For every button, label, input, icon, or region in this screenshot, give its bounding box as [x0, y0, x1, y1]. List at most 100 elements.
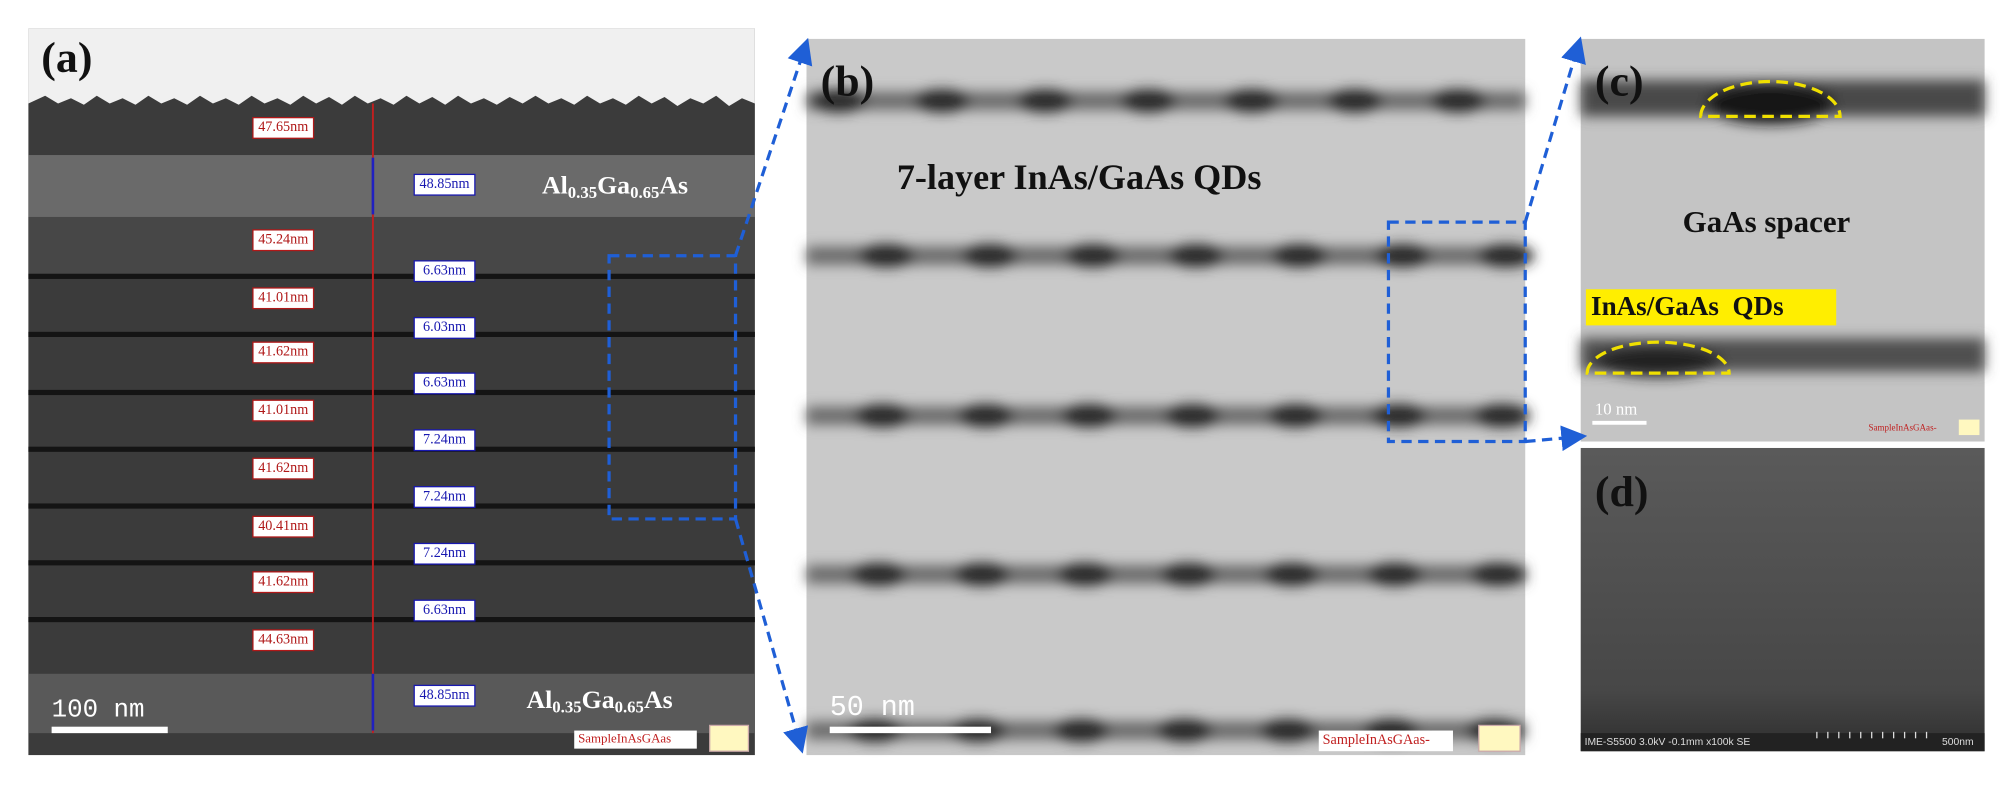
quantum-dot [1052, 718, 1110, 743]
measurement-box [413, 599, 476, 622]
measurement-box [413, 260, 476, 283]
measurement-box [413, 316, 476, 339]
quantum-dot [1705, 82, 1835, 125]
quantum-dot [1060, 404, 1118, 428]
qd-outline [1699, 79, 1842, 118]
quantum-dot [1473, 404, 1531, 428]
panel-d: IME-S5500 3.0kV -0.1mm x100k SE 500nm (d… [1580, 447, 1985, 752]
arrow [733, 518, 809, 754]
watermark-box [1318, 730, 1453, 752]
qd-layer [28, 503, 755, 509]
gaas-layer [28, 216, 755, 274]
qd-layer [28, 446, 755, 452]
measurement: 41.62nm [258, 573, 308, 589]
measurement: 48.85nm [420, 687, 470, 703]
quantum-dot [854, 404, 912, 428]
quantum-dot [1469, 562, 1527, 587]
logo [1958, 419, 1980, 436]
measurement: 6.63nm [423, 375, 466, 391]
quantum-dot [1271, 244, 1328, 268]
scale-bar-label: 500nm [1942, 737, 1974, 748]
quantum-dot [1267, 404, 1324, 428]
qd-layer [28, 273, 755, 279]
measurement: 6.03nm [423, 319, 466, 335]
measurement: 6.63nm [423, 602, 466, 618]
watermark-box [574, 730, 697, 749]
arrow [1525, 425, 1588, 452]
qd-layer [28, 560, 755, 566]
measurement: 6.63nm [423, 262, 466, 278]
watermark: SampleInAsGAas [578, 732, 671, 746]
measurement-box [252, 457, 315, 480]
scale-bar-label: 10 nm [1595, 399, 1637, 418]
algaas-layer [28, 155, 755, 217]
quantum-dot [1160, 562, 1217, 587]
panel-label: (c) [1595, 57, 1644, 105]
measurement: 48.85nm [420, 176, 470, 192]
panel-c: GaAs spacer InAs/GaAs QDs 10 nm SampleIn… [1580, 38, 1985, 442]
image-title: 7-layer InAs/GaAs QDs [897, 157, 1262, 197]
measurement-box [252, 399, 315, 422]
arrow [1523, 36, 1586, 223]
qd-label: InAs/GaAs QDs [1591, 291, 1784, 321]
qd-layer [28, 331, 755, 337]
measurement-box [252, 229, 315, 252]
algaas-layer [28, 673, 755, 734]
quantum-dot [1163, 404, 1221, 428]
quantum-dot [1223, 89, 1281, 113]
measurement-box [413, 429, 476, 452]
measurement: 7.24nm [423, 545, 466, 561]
info-bar [1580, 733, 1985, 752]
quantum-dot [850, 562, 908, 587]
watermark: SampleInAsGAas- [1868, 423, 1936, 433]
panel-a: 47.65nm 45.24nm 41.01nm 41.62nm 41.01nm 41.62… [28, 28, 755, 756]
material-label: Al0.35Ga0.65As [542, 170, 688, 201]
panel-b: 7-layer InAs/GaAs QDs 50 nm SampleInAsGA… [806, 38, 1535, 756]
measurement-box [252, 116, 315, 139]
zoom-arrows [733, 36, 1588, 754]
qd-layer [28, 617, 755, 623]
quantum-dot [957, 404, 1015, 428]
measurement-box [252, 515, 315, 538]
quantum-dot [1370, 404, 1428, 428]
panel-label: (b) [821, 57, 875, 105]
measurement-box [252, 287, 315, 310]
quantum-dot [1429, 89, 1487, 113]
image-b [806, 38, 1526, 756]
panel-label: (d) [1595, 468, 1649, 516]
scale-bar-label: 50 nm [830, 691, 915, 724]
measurement: 44.63nm [258, 631, 308, 647]
arrow [733, 37, 813, 257]
quantum-dot [1374, 244, 1432, 268]
scale-bar [51, 726, 168, 734]
zoom-box [1386, 220, 1527, 444]
measurement: 47.65nm [258, 119, 308, 135]
qd-layer [28, 389, 755, 396]
measurement: 45.24nm [258, 231, 308, 247]
quantum-dot [1156, 718, 1213, 743]
quantum-dot [953, 562, 1011, 587]
surface [28, 28, 755, 107]
image-d [1580, 447, 1985, 752]
measurement-box [252, 341, 315, 364]
spacer-label: GaAs spacer [1683, 204, 1851, 239]
logo [709, 724, 750, 752]
measurement: 41.62nm [258, 460, 308, 476]
quantum-dot [1593, 346, 1723, 377]
scale-bar-label: 100 nm [52, 696, 145, 725]
measurement-box [252, 571, 315, 594]
scale-bar [1592, 420, 1647, 425]
quantum-dot [1366, 562, 1424, 587]
quantum-dot [1326, 89, 1384, 113]
highlight [1585, 289, 1837, 326]
measurement-box [252, 629, 315, 652]
measurement: 41.01nm [258, 290, 308, 306]
logo [1478, 724, 1521, 752]
measurement: 41.01nm [258, 402, 308, 418]
measurement: 40.41nm [258, 518, 308, 534]
measurement: 7.24nm [423, 488, 466, 504]
quantum-dot [1477, 244, 1535, 268]
measurement: 41.62nm [258, 344, 308, 360]
